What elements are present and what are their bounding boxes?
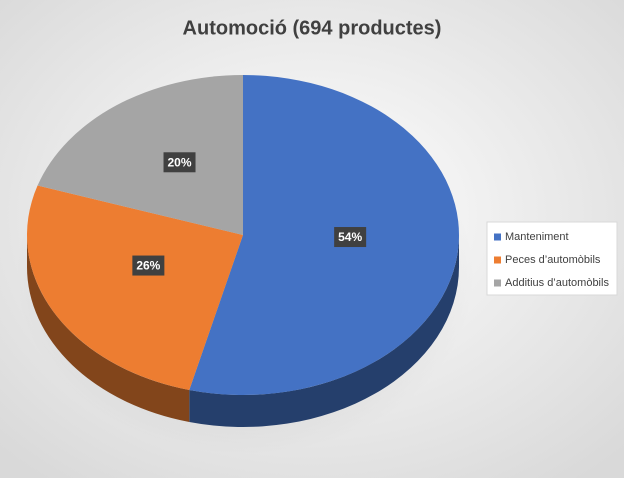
slice-side [27,235,190,422]
legend-swatch [494,256,501,264]
legend-swatch [494,233,501,241]
slice [27,185,243,390]
slice [37,75,243,235]
data-label: 26% [136,259,160,273]
chart-title: Automoció (694 productes) [183,17,442,39]
slice-side [189,235,459,427]
data-label-box [163,152,196,173]
data-label-box [132,255,165,276]
slice [189,75,460,395]
data-label: 20% [168,155,192,169]
data-label-box [334,227,367,248]
legend-label: Additius d’automòbils [505,277,609,289]
legend-box [486,221,618,296]
legend-swatch [494,279,501,287]
data-label: 54% [338,230,362,244]
legend-label: Manteniment [505,231,569,243]
legend-label: Peces d’automòbils [505,254,601,266]
